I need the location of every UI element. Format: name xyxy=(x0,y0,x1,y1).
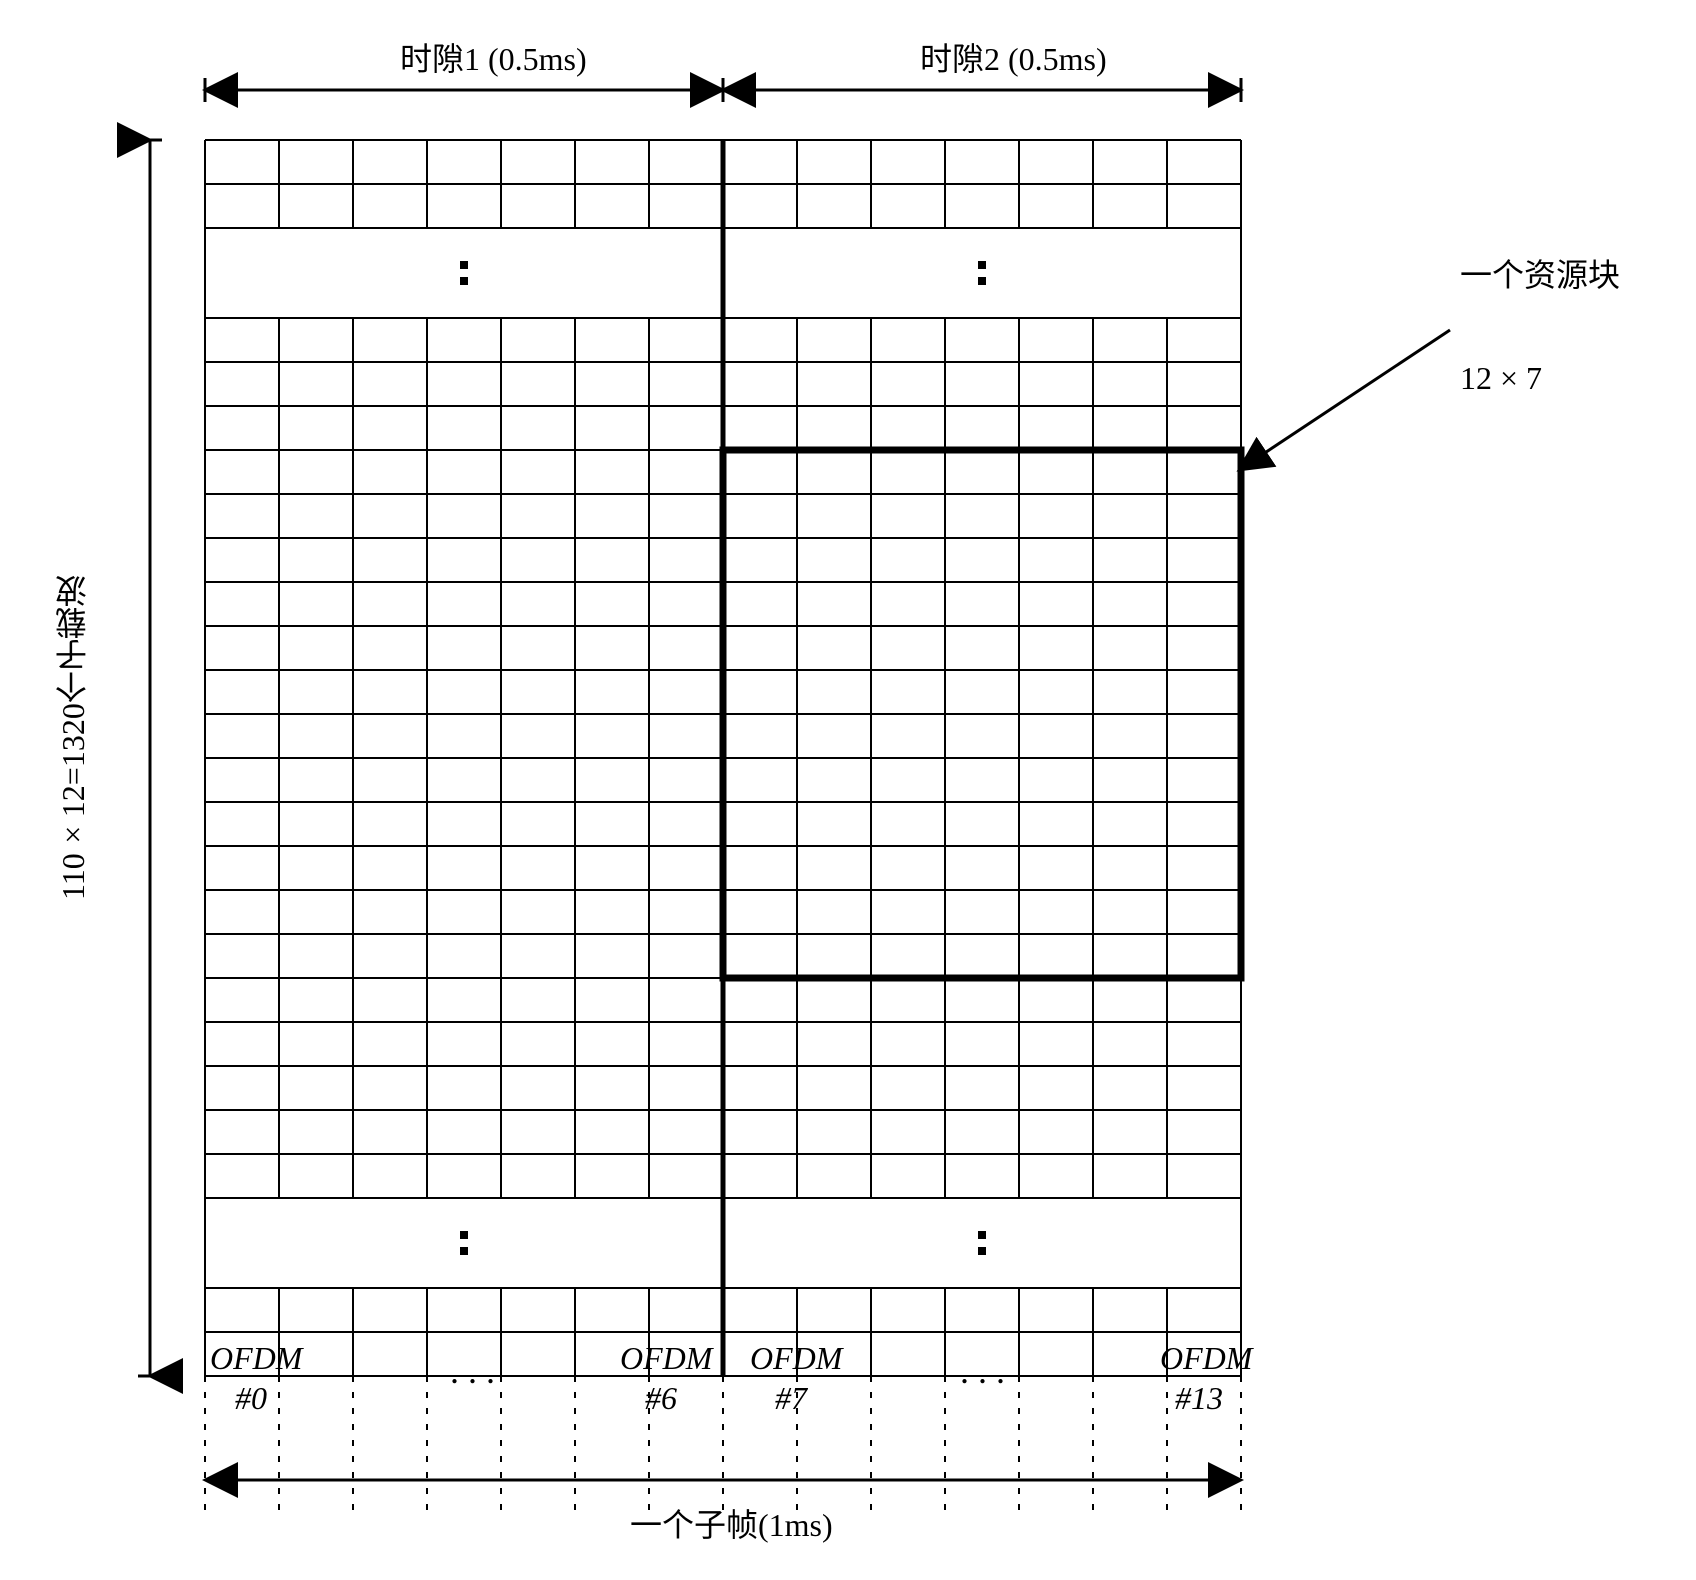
lte-resource-grid-diagram: 时隙1 (0.5ms) 时隙2 (0.5ms) 110×12=1320个子载波 … xyxy=(20,20,1696,1560)
grid-svg xyxy=(20,20,1696,1560)
